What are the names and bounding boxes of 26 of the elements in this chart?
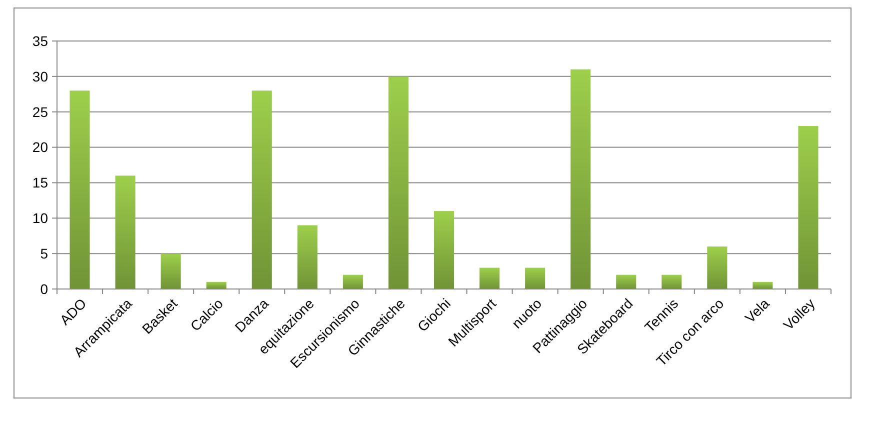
bar	[115, 176, 136, 289]
bar	[662, 274, 682, 289]
y-tick-label: 10	[32, 210, 48, 226]
bar	[252, 90, 272, 289]
y-tick-label: 20	[32, 139, 48, 156]
y-tick-label: 30	[32, 68, 48, 84]
bar	[752, 282, 773, 289]
bar	[388, 76, 408, 289]
bar	[70, 90, 90, 289]
bar	[434, 211, 454, 289]
y-tick-label: 0	[40, 280, 48, 297]
bar	[525, 268, 546, 289]
bar	[570, 69, 591, 289]
bar	[160, 254, 181, 289]
y-tick-label: 35	[32, 32, 48, 49]
y-tick-label: 15	[32, 174, 48, 191]
bar	[707, 246, 728, 289]
bar	[798, 126, 818, 289]
y-tick-label: 25	[32, 104, 48, 120]
bar	[342, 274, 363, 289]
bar	[206, 282, 226, 289]
x-tick-label: Vela	[742, 295, 772, 326]
bar	[297, 225, 318, 289]
y-tick-label: 5	[40, 245, 48, 262]
bar	[480, 268, 500, 289]
bar	[616, 274, 636, 289]
